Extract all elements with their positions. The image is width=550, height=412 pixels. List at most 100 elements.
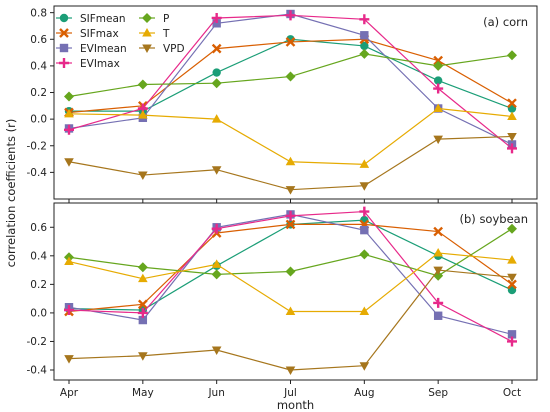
data-point-evimax: [359, 14, 370, 25]
legend-item-p: P: [139, 13, 169, 25]
legend-marker-evimean: [59, 43, 69, 53]
plot-frame: [53, 202, 538, 381]
data-point-t: [138, 273, 148, 283]
data-point-evimax: [433, 83, 444, 94]
data-point-sifmax: [285, 219, 296, 230]
data-point-t: [211, 114, 222, 123]
data-point-t: [64, 108, 74, 118]
x-tick-label: Apr: [60, 387, 79, 399]
y-tick-label: -0.4: [27, 167, 48, 179]
data-point-t: [211, 259, 222, 268]
legend-item-vpd: VPD: [139, 43, 185, 55]
data-point-t: [433, 103, 443, 112]
y-tick-label: 0.4: [30, 250, 47, 262]
series-evimax: [64, 10, 517, 154]
data-point-p: [137, 262, 148, 273]
data-point-p: [137, 79, 148, 90]
data-point-vpd: [433, 135, 443, 145]
legend-label: EVImean: [80, 43, 127, 55]
data-point-vpd: [211, 346, 222, 356]
data-point-t: [64, 256, 74, 266]
y-tick-label: 0.4: [30, 60, 47, 72]
plot-frame: [53, 5, 538, 200]
data-point-vpd: [138, 352, 148, 361]
panel-label: (a) corn: [483, 15, 528, 29]
data-point-p: [359, 48, 370, 59]
x-tick-label: Jul: [283, 387, 297, 399]
data-point-p: [507, 223, 517, 234]
series-sifmean: [64, 215, 517, 315]
y-tick-label: -0.2: [27, 140, 48, 152]
data-point-p: [211, 269, 222, 280]
y-tick-label: 0.6: [30, 222, 47, 234]
legend-label: EVImax: [80, 58, 120, 70]
data-point-evimax: [507, 143, 517, 154]
series-vpd: [64, 266, 517, 376]
data-point-vpd: [433, 266, 443, 276]
data-point-t: [433, 247, 443, 257]
legend-label: T: [162, 28, 170, 40]
data-point-evimax: [137, 307, 148, 318]
data-point-sifmax: [433, 226, 444, 237]
legend-label: VPD: [163, 43, 185, 55]
x-axis-label: month: [277, 398, 314, 412]
panel-corn: -0.4-0.20.00.20.40.60.8(a) cornSIFmeanSI…: [27, 5, 538, 203]
data-point-t: [507, 255, 517, 264]
legend-item-t: T: [139, 28, 170, 40]
series-p: [64, 223, 517, 281]
data-point-t: [359, 159, 370, 168]
y-tick-label: 0.0: [30, 114, 47, 126]
data-point-evimax: [64, 305, 74, 316]
legend-item-evimax: EVImax: [56, 58, 120, 70]
data-point-t: [285, 306, 296, 315]
data-point-evimax: [285, 210, 296, 221]
x-tick-label: Sep: [428, 387, 448, 399]
data-point-sifmax: [285, 37, 296, 47]
data-point-evimax: [285, 10, 296, 21]
y-tick-label: 0.2: [30, 279, 47, 291]
data-point-sifmax: [137, 299, 148, 310]
series-t: [64, 247, 517, 315]
legend: SIFmean SIFmax EVImean EVImax PT VPD: [56, 13, 185, 70]
data-point-t: [285, 156, 296, 166]
data-point-evimean: [360, 225, 369, 235]
series-vpd: [64, 132, 517, 195]
legend-marker-t: [142, 28, 152, 37]
data-point-t: [359, 306, 370, 315]
panel-label: (b) soybean: [460, 212, 528, 226]
series-line-sifmean: [68, 219, 513, 311]
series-line-vpd: [68, 269, 513, 371]
y-tick-label: 0.2: [30, 87, 47, 99]
data-point-p: [285, 71, 296, 82]
legend-label: P: [163, 13, 169, 25]
data-point-vpd: [64, 158, 74, 167]
data-point-vpd: [285, 186, 296, 195]
y-axis-label: correlation coefficients (r): [4, 119, 18, 268]
data-point-t: [138, 110, 148, 119]
x-tick-label: Oct: [503, 387, 521, 399]
data-point-evimax: [64, 124, 74, 135]
data-point-evimean: [212, 19, 221, 28]
data-point-p: [359, 249, 370, 260]
data-point-evimax: [507, 336, 517, 347]
data-point-vpd: [359, 362, 370, 371]
data-point-vpd: [211, 166, 222, 175]
y-tick-label: -0.4: [27, 365, 48, 377]
data-point-evimax: [433, 297, 444, 308]
y-tick-label: -0.2: [27, 336, 48, 348]
data-point-sifmean: [433, 76, 443, 85]
legend-label: SIFmax: [80, 28, 119, 40]
data-point-evimean: [507, 330, 517, 339]
data-point-vpd: [507, 273, 517, 283]
y-tick-label: 0.8: [30, 7, 47, 19]
data-point-evimax: [359, 206, 370, 217]
data-point-vpd: [507, 132, 517, 142]
data-point-sifmean: [360, 41, 369, 51]
x-tick-label: May: [132, 387, 154, 399]
data-point-evimean: [138, 315, 148, 325]
data-point-evimean: [433, 311, 443, 320]
series-evimax: [64, 206, 517, 347]
legend-marker-p: [142, 13, 152, 23]
data-point-sifmean: [212, 68, 221, 77]
